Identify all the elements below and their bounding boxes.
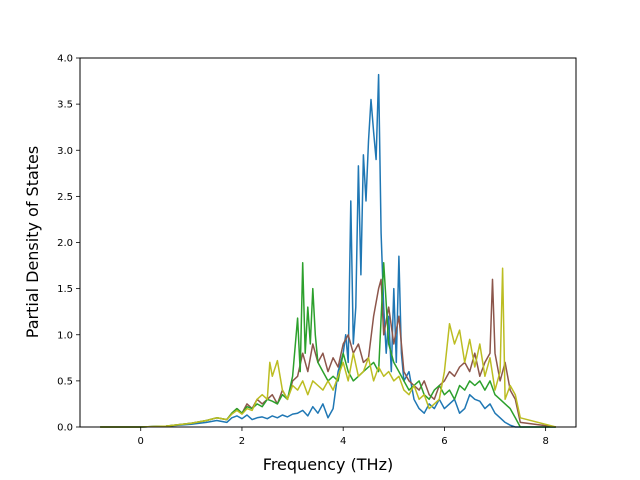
- y-axis-label: Partial Density of States: [23, 146, 42, 338]
- y-axis-ticks: 0.0 0.5 1.0 1.5 2.0 2.5 3.0 3.5 4.0: [57, 54, 80, 434]
- y-tick-label: 2.0: [57, 238, 73, 249]
- y-tick-label: 0.5: [57, 376, 73, 387]
- x-tick-label: 0: [138, 436, 144, 447]
- x-tick-label: 2: [239, 436, 245, 447]
- series-layer: [100, 73, 556, 428]
- y-tick-label: 4.0: [57, 54, 73, 65]
- y-tick-label: 3.5: [57, 100, 73, 111]
- y-tick-label: 1.0: [57, 330, 73, 341]
- x-axis-label: Frequency (THz): [263, 455, 393, 474]
- x-tick-label: 8: [542, 436, 548, 447]
- y-tick-label: 1.5: [57, 284, 73, 295]
- y-tick-label: 3.0: [57, 146, 73, 157]
- x-axis-ticks: 0 2 4 6 8: [138, 427, 549, 447]
- series-line-1: [100, 73, 556, 428]
- x-tick-label: 4: [340, 436, 346, 447]
- y-tick-label: 2.5: [57, 192, 73, 203]
- y-tick-label: 0.0: [57, 423, 73, 434]
- x-tick-label: 6: [441, 436, 447, 447]
- series-line-4: [100, 267, 556, 428]
